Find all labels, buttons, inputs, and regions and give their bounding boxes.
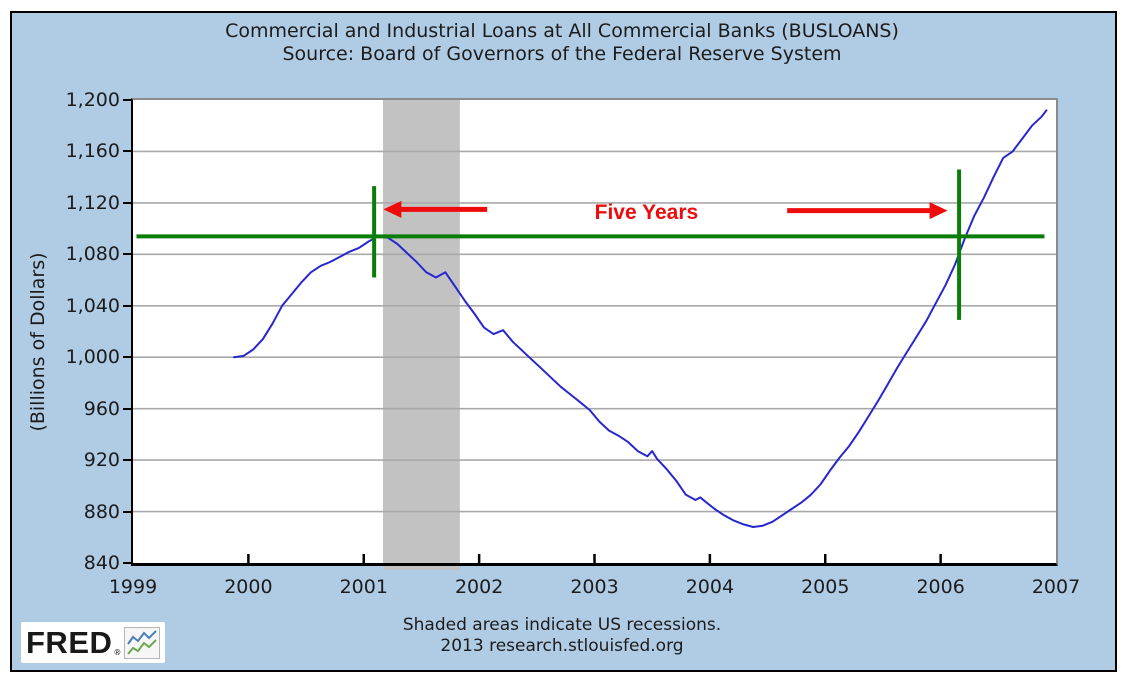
arrow-head-left: [383, 200, 402, 218]
x-tick-label: 2002: [454, 576, 504, 598]
y-tick-mark: [123, 304, 131, 307]
x-tick-label: 2005: [801, 576, 850, 598]
registered-trademark-icon: ®: [113, 648, 122, 657]
footer-recession-note: Shaded areas indicate US recessions.: [402, 615, 722, 635]
chart-footer: Shaded areas indicate US recessions. 201…: [0, 615, 1124, 657]
y-tick-label: 920: [83, 449, 120, 472]
data-line-busloans: [233, 109, 1048, 528]
chart-subtitle: Source: Board of Governors of the Federa…: [282, 43, 842, 65]
chart-title: Commercial and Industrial Loans at All C…: [225, 20, 899, 42]
y-tick-label: 1,080: [65, 243, 120, 266]
logo-icon-blue-sparkline: [127, 629, 158, 645]
arrow-head-right: [929, 202, 948, 220]
y-tick-label: 960: [83, 397, 120, 420]
y-tick-label: 1,040: [65, 294, 120, 317]
y-tick-mark: [123, 201, 131, 204]
fred-logo-text: FRED: [26, 625, 113, 660]
x-tick-label: 2000: [224, 576, 273, 598]
x-tick-label: 2006: [916, 576, 965, 598]
y-tick-mark: [123, 356, 131, 359]
y-tick-mark: [123, 407, 131, 410]
recession-band-axis-notch: [383, 566, 460, 570]
x-tick-label: 2001: [339, 576, 388, 598]
y-tick-mark: [123, 510, 131, 513]
y-tick-label: 1,120: [65, 191, 120, 214]
x-tick-label: 2007: [1031, 576, 1081, 598]
fred-logo: FRED ®: [21, 622, 166, 663]
plot-area: [131, 98, 1058, 566]
recession-band: [383, 100, 460, 563]
x-tick-label: 2003: [570, 576, 619, 598]
x-tick-label: 2004: [685, 576, 735, 598]
y-tick-mark: [123, 253, 131, 256]
y-tick-label: 880: [83, 500, 120, 523]
five-years-annotation: Five Years: [594, 201, 699, 225]
y-tick-label: 1,000: [65, 346, 120, 369]
fred-logo-chart-icon: [124, 626, 161, 659]
x-tick-label: 1999: [108, 576, 158, 598]
y-tick-label: 1,200: [65, 89, 120, 111]
y-tick-mark: [123, 150, 131, 153]
logo-icon-green-sparkline: [127, 638, 158, 655]
y-tick-label: 1,160: [65, 140, 120, 163]
y-tick-mark: [123, 99, 131, 101]
footer-attribution: 2013 research.stlouisfed.org: [440, 636, 684, 656]
y-tick-label: 840: [83, 552, 120, 574]
y-tick-mark: [123, 562, 131, 564]
y-tick-mark: [123, 459, 131, 462]
